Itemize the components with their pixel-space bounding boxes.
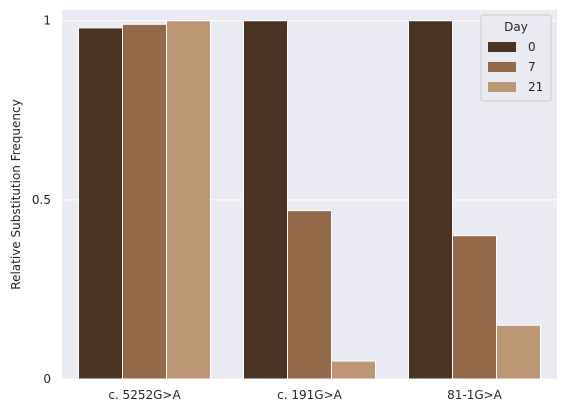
legend-label: 0 — [528, 40, 536, 54]
legend-label: 7 — [528, 60, 536, 74]
bar-day-7-0 — [122, 23, 167, 380]
x-tick-label: 81-1G>A — [447, 388, 503, 402]
x-tick-label: c. 5252G>A — [108, 388, 181, 402]
x-tick-label: c. 191G>A — [277, 388, 342, 402]
bar-day-0-0 — [78, 27, 123, 380]
bar-day-21-0 — [166, 20, 211, 380]
y-tick-label: 1 — [43, 14, 51, 28]
bar-day-21-2 — [496, 324, 541, 380]
bars — [78, 20, 541, 380]
legend-swatch — [488, 42, 516, 52]
bar-day-7-2 — [452, 235, 497, 380]
y-axis-ticks: 00.51 — [32, 14, 51, 386]
bar-day-0-2 — [408, 20, 453, 380]
legend: Day 0 7 21 — [480, 14, 552, 102]
legend-swatch — [488, 62, 516, 72]
legend-swatch — [488, 82, 516, 92]
bar-day-21-1 — [331, 360, 376, 380]
legend-title: Day — [504, 20, 528, 34]
y-tick-label: 0 — [43, 372, 51, 386]
y-tick-label: 0.5 — [32, 193, 51, 207]
legend-label: 21 — [528, 80, 543, 94]
legend-box — [480, 14, 552, 102]
bar-day-0-1 — [243, 20, 288, 380]
bar-day-7-1 — [287, 210, 332, 380]
x-axis-ticks: c. 5252G>A c. 191G>A 81-1G>A — [108, 388, 502, 402]
y-axis-label: Relative Substitution Frequency — [9, 99, 23, 289]
